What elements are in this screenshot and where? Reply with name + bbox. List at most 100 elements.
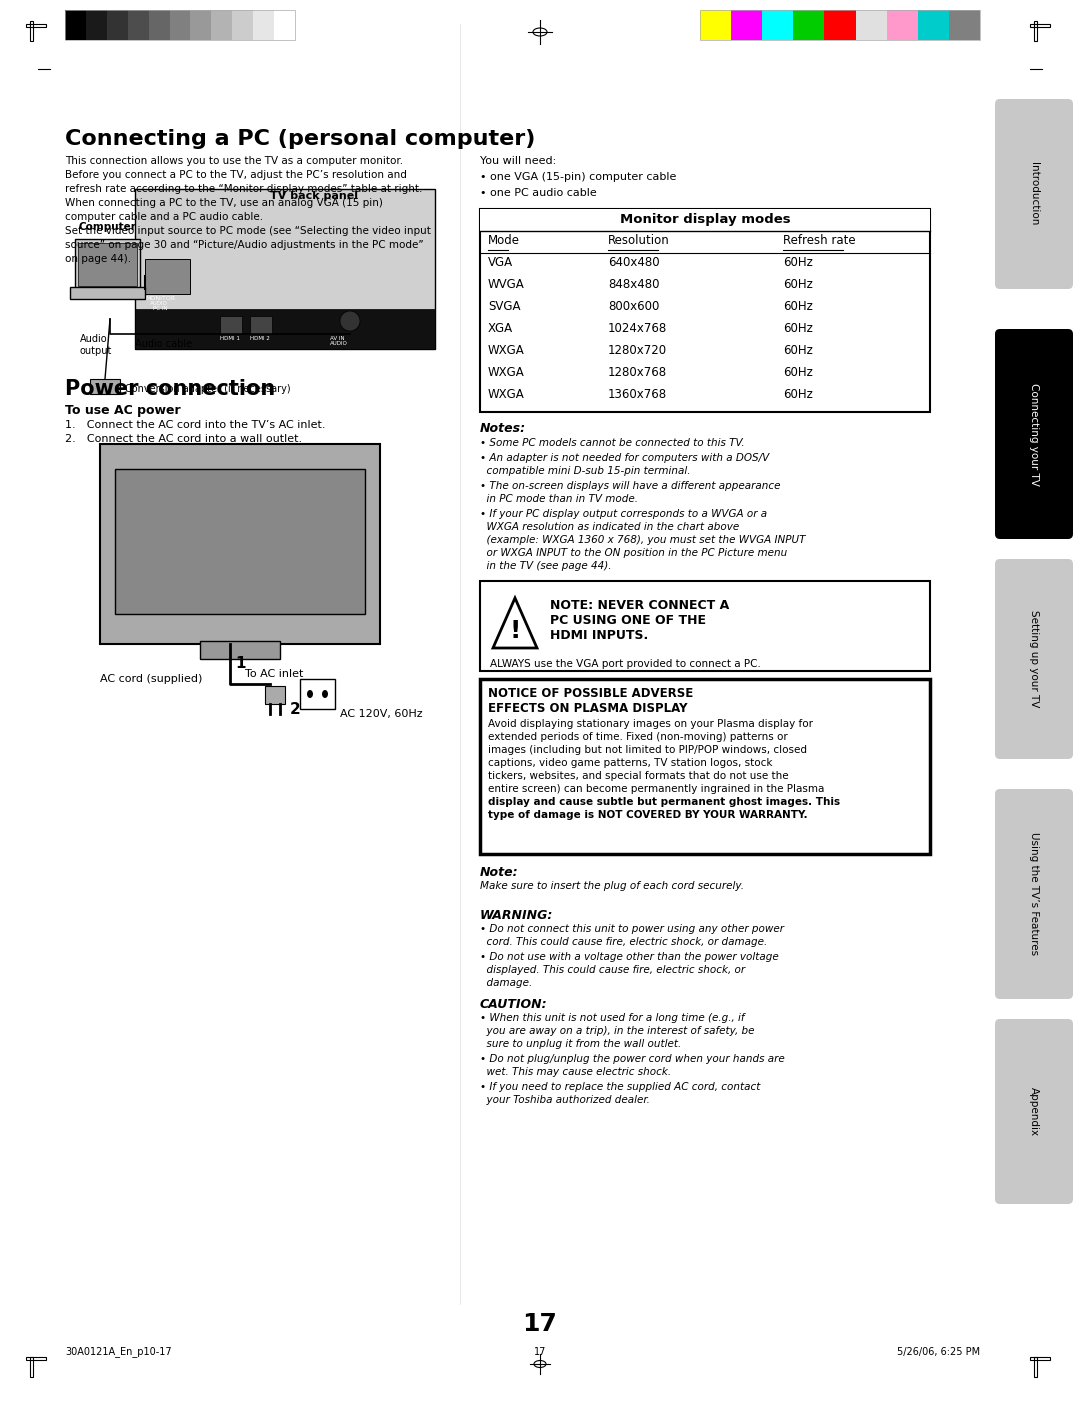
Text: AUDIO: AUDIO xyxy=(330,340,348,346)
Bar xyxy=(824,10,855,40)
Text: Connecting your TV: Connecting your TV xyxy=(1029,383,1039,486)
Bar xyxy=(700,10,731,40)
Text: NOTE: NEVER CONNECT A
PC USING ONE OF THE
HDMI INPUTS.: NOTE: NEVER CONNECT A PC USING ONE OF TH… xyxy=(550,600,729,642)
Text: Audio cable: Audio cable xyxy=(135,339,192,349)
Text: WXGA: WXGA xyxy=(488,345,525,357)
Bar xyxy=(232,10,253,40)
Text: Monitor display modes: Monitor display modes xyxy=(620,214,791,226)
Ellipse shape xyxy=(307,691,313,698)
Text: entire screen) can become permanently ingrained in the Plasma: entire screen) can become permanently in… xyxy=(488,785,824,795)
Text: 60Hz: 60Hz xyxy=(783,345,813,357)
Text: cord. This could cause fire, electric shock, or damage.: cord. This could cause fire, electric sh… xyxy=(480,937,767,947)
Text: You will need:: You will need: xyxy=(480,157,556,167)
Bar xyxy=(145,259,190,293)
Text: 60Hz: 60Hz xyxy=(783,387,813,402)
Text: • one VGA (15-pin) computer cable: • one VGA (15-pin) computer cable xyxy=(480,172,676,182)
Text: Set the video input source to PC mode (see “Selecting the video input: Set the video input source to PC mode (s… xyxy=(65,226,431,236)
Bar xyxy=(1034,21,1037,41)
Bar xyxy=(149,10,170,40)
Text: 1280x768: 1280x768 xyxy=(608,366,667,379)
Text: computer cable and a PC audio cable.: computer cable and a PC audio cable. xyxy=(65,212,264,222)
Text: Setting up your TV: Setting up your TV xyxy=(1029,611,1039,708)
Text: Notes:: Notes: xyxy=(480,422,526,434)
Text: or WXGA INPUT to the ON position in the PC Picture menu: or WXGA INPUT to the ON position in the … xyxy=(480,548,787,558)
Bar xyxy=(480,209,930,231)
Polygon shape xyxy=(492,598,537,648)
Text: 800x600: 800x600 xyxy=(608,300,660,313)
Text: 60Hz: 60Hz xyxy=(783,278,813,290)
Text: XGA: XGA xyxy=(488,322,513,335)
Text: display and cause subtle but permanent ghost images. This: display and cause subtle but permanent g… xyxy=(488,797,840,807)
FancyBboxPatch shape xyxy=(995,560,1074,759)
Bar xyxy=(30,21,33,41)
Text: HDMI 1: HDMI 1 xyxy=(220,336,240,340)
Text: 30A0121A_En_p10-17: 30A0121A_En_p10-17 xyxy=(65,1347,172,1357)
Bar xyxy=(78,244,137,286)
Bar xyxy=(265,686,285,703)
Text: WXGA: WXGA xyxy=(488,387,525,402)
Text: SVGA: SVGA xyxy=(488,300,521,313)
Text: This connection allows you to use the TV as a computer monitor.: This connection allows you to use the TV… xyxy=(65,157,403,167)
Text: When connecting a PC to the TV, use an analog VGA (15 pin): When connecting a PC to the TV, use an a… xyxy=(65,198,383,208)
Text: PC IN: PC IN xyxy=(153,306,167,310)
Text: WXGA: WXGA xyxy=(488,366,525,379)
Text: Using the TV’s Features: Using the TV’s Features xyxy=(1029,833,1039,956)
Bar xyxy=(65,10,86,40)
Bar xyxy=(480,209,930,412)
Text: HDMI 2: HDMI 2 xyxy=(249,336,270,340)
Text: 60Hz: 60Hz xyxy=(783,322,813,335)
Bar xyxy=(794,10,824,40)
Text: AC 120V, 60Hz: AC 120V, 60Hz xyxy=(340,709,422,719)
Bar xyxy=(30,1357,33,1377)
Text: 1360x768: 1360x768 xyxy=(608,387,667,402)
Bar xyxy=(1034,1357,1037,1377)
Text: VGA: VGA xyxy=(488,256,513,269)
Bar xyxy=(200,641,280,659)
Text: 17: 17 xyxy=(523,1312,557,1336)
Text: Mode: Mode xyxy=(488,234,519,246)
Bar xyxy=(480,581,930,671)
Text: displayed. This could cause fire, electric shock, or: displayed. This could cause fire, electr… xyxy=(480,965,745,975)
Text: Make sure to insert the plug of each cord securely.: Make sure to insert the plug of each cor… xyxy=(480,881,744,891)
FancyBboxPatch shape xyxy=(995,1020,1074,1205)
Text: in PC mode than in TV mode.: in PC mode than in TV mode. xyxy=(480,494,638,504)
Text: • If your PC display output corresponds to a WVGA or a: • If your PC display output corresponds … xyxy=(480,508,767,518)
Text: AV IN: AV IN xyxy=(330,336,345,340)
Text: • one PC audio cable: • one PC audio cable xyxy=(480,188,597,198)
Bar xyxy=(65,10,295,40)
Text: WXGA resolution as indicated in the chart above: WXGA resolution as indicated in the char… xyxy=(480,523,739,533)
Bar xyxy=(26,1357,46,1360)
Bar xyxy=(170,10,190,40)
Text: Introduction: Introduction xyxy=(1029,162,1039,225)
Text: • An adapter is not needed for computers with a DOS/V: • An adapter is not needed for computers… xyxy=(480,453,769,463)
Text: TV back panel: TV back panel xyxy=(270,191,357,201)
Text: 1. Connect the AC cord into the TV’s AC inlet.: 1. Connect the AC cord into the TV’s AC … xyxy=(65,420,325,430)
Bar xyxy=(253,10,274,40)
Text: Conversion adapter (if necessary): Conversion adapter (if necessary) xyxy=(125,384,291,394)
Bar xyxy=(107,10,127,40)
Text: extended periods of time. Fixed (non-moving) patterns or: extended periods of time. Fixed (non-mov… xyxy=(488,732,787,742)
Text: 60Hz: 60Hz xyxy=(783,256,813,269)
Text: 60Hz: 60Hz xyxy=(783,300,813,313)
Bar xyxy=(1030,24,1050,27)
Text: ALWAYS use the VGA port provided to connect a PC.: ALWAYS use the VGA port provided to conn… xyxy=(490,659,761,669)
Text: !: ! xyxy=(510,619,521,644)
Bar xyxy=(90,379,120,394)
Text: tickers, websites, and special formats that do not use the: tickers, websites, and special formats t… xyxy=(488,770,788,780)
Text: Refresh rate: Refresh rate xyxy=(783,234,855,246)
Bar xyxy=(700,10,980,40)
Bar xyxy=(212,10,232,40)
Text: • Do not use with a voltage other than the power voltage: • Do not use with a voltage other than t… xyxy=(480,953,779,963)
Text: 5/26/06, 6:25 PM: 5/26/06, 6:25 PM xyxy=(896,1347,980,1357)
Text: • Do not connect this unit to power using any other power: • Do not connect this unit to power usin… xyxy=(480,924,784,934)
Text: CAUTION:: CAUTION: xyxy=(480,998,548,1011)
Bar xyxy=(731,10,762,40)
Bar xyxy=(949,10,980,40)
Bar xyxy=(75,239,140,289)
Text: Audio
output: Audio output xyxy=(80,335,112,356)
Circle shape xyxy=(340,310,360,330)
Text: • Do not plug/unplug the power cord when your hands are: • Do not plug/unplug the power cord when… xyxy=(480,1054,785,1064)
Text: damage.: damage. xyxy=(480,978,532,988)
Text: AC cord (supplied): AC cord (supplied) xyxy=(100,674,202,684)
Bar xyxy=(100,444,380,644)
